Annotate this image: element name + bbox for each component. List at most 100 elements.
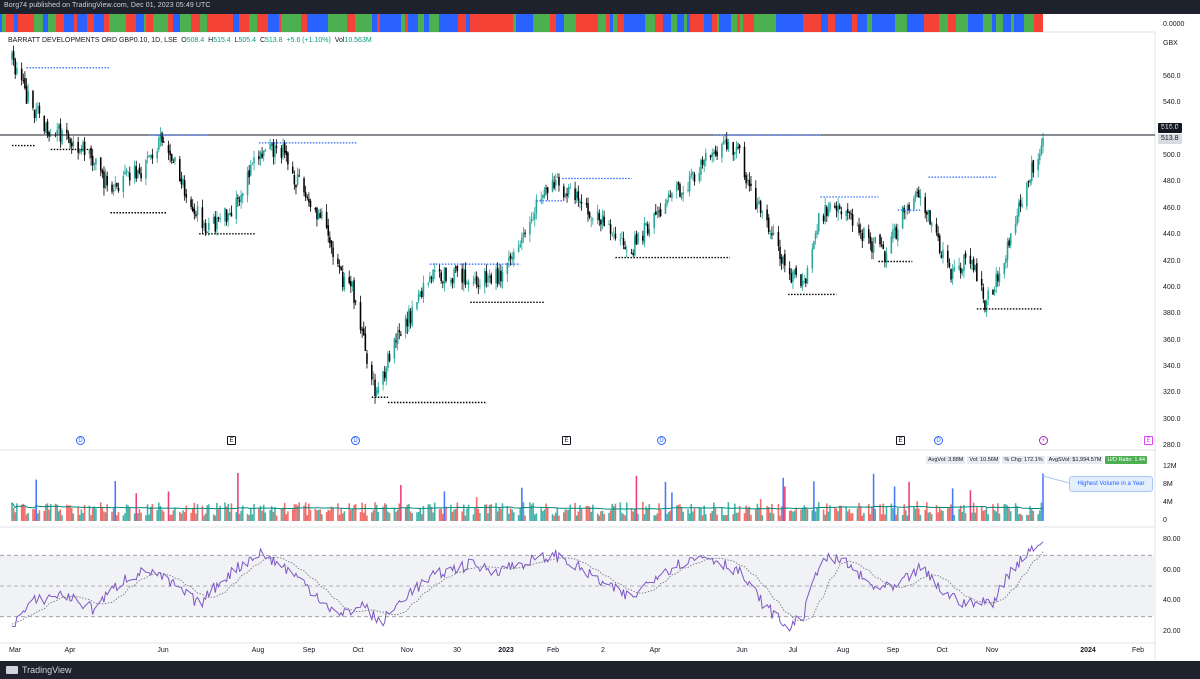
volume-bar	[858, 502, 860, 521]
candle-body	[219, 218, 221, 220]
candle-body	[840, 211, 843, 215]
volume-bar	[987, 514, 989, 521]
chg-badge: % Chg: 172.1%	[1002, 456, 1045, 464]
volume-bar	[438, 509, 441, 521]
candle-body	[590, 219, 593, 221]
candle-body	[577, 191, 580, 201]
volume-bar	[758, 507, 760, 521]
candle-body	[997, 274, 999, 282]
candle-body	[545, 188, 547, 189]
volume-bar	[475, 497, 478, 521]
candle-body	[850, 213, 852, 215]
strip-segment	[513, 14, 516, 32]
volume-bar	[317, 509, 320, 521]
earnings-marker[interactable]: E	[227, 436, 236, 445]
volume-bar	[829, 505, 831, 521]
volume-bar	[863, 512, 865, 521]
strip-segment	[191, 14, 196, 32]
strip-segment	[483, 14, 492, 32]
candle-body	[982, 287, 985, 299]
strip-segment	[917, 14, 924, 32]
candle-body	[829, 203, 831, 210]
volume-bar	[264, 512, 267, 521]
earnings-marker[interactable]: E	[1144, 436, 1153, 445]
earnings-marker[interactable]: E	[896, 436, 905, 445]
dividend-marker[interactable]: D	[351, 436, 360, 445]
volume-bar	[927, 512, 930, 521]
strip-segment	[788, 14, 793, 32]
candle-body	[287, 152, 289, 165]
strip-segment	[294, 14, 301, 32]
dividend-marker[interactable]: D	[934, 436, 943, 445]
candle-body	[421, 290, 423, 298]
time-tick-label: Aug	[251, 647, 265, 654]
candle-body	[779, 246, 781, 259]
candle-body	[745, 175, 747, 184]
volume-bar	[1014, 503, 1017, 521]
dividend-marker[interactable]: D	[76, 436, 85, 445]
candle-body	[588, 212, 591, 218]
strip-segment	[94, 14, 104, 32]
candle-body	[748, 179, 751, 187]
volume-bar	[614, 503, 617, 521]
candle-body	[182, 178, 184, 186]
candle-body	[338, 265, 341, 268]
volume-bar	[72, 513, 75, 521]
volume-bar	[495, 502, 497, 521]
volume-bar	[49, 504, 52, 521]
volume-bar	[400, 485, 402, 521]
volume-bar	[964, 513, 967, 521]
volume-bar	[38, 510, 41, 521]
candle-body	[976, 263, 978, 282]
strip-segment	[277, 14, 279, 32]
volume-bar	[90, 515, 92, 521]
candle-body	[285, 150, 288, 155]
strip-segment	[857, 14, 867, 32]
earnings-marker[interactable]: E	[562, 436, 571, 445]
candle-body	[622, 238, 625, 246]
price-tick-label: 540.0	[1163, 99, 1181, 107]
volume-bar	[884, 514, 886, 521]
candle-body	[206, 231, 209, 233]
volume-tick-label: 4M	[1163, 499, 1173, 506]
candle-body	[543, 189, 546, 198]
volume-bar	[183, 512, 186, 521]
strip-segment	[843, 14, 852, 32]
volume-bar	[782, 477, 785, 521]
candle-body	[309, 200, 312, 208]
volume-bar	[56, 504, 58, 521]
volume-bar	[677, 504, 680, 521]
volume-bar	[687, 509, 689, 521]
volume-bar	[366, 515, 368, 521]
candle-body	[169, 150, 171, 156]
price-tick-label: 560.0	[1163, 73, 1181, 80]
callout-pointer	[1042, 475, 1070, 484]
volume-bar	[208, 504, 210, 521]
published-note: Borg74 published on TradingView.com, Dec…	[4, 2, 211, 9]
candle-body	[411, 307, 413, 326]
split-marker[interactable]: ⚡	[1039, 436, 1048, 445]
volume-bar	[235, 512, 238, 521]
candle-body	[101, 170, 104, 174]
candle-body	[388, 353, 391, 362]
candle-body	[669, 195, 672, 197]
volume-bar	[871, 506, 873, 521]
volume-bar	[371, 512, 373, 521]
candle-body	[159, 134, 162, 140]
volume-bar	[282, 507, 284, 521]
volume-bar	[191, 508, 194, 521]
candle-body	[919, 196, 922, 199]
volume-bar	[942, 510, 944, 521]
volume-bar	[304, 502, 307, 521]
candle-body	[737, 147, 739, 148]
volume-bar	[690, 503, 693, 521]
strip-segment	[363, 14, 372, 32]
dividend-marker[interactable]: D	[657, 436, 666, 445]
volume-bar	[269, 509, 271, 521]
volume-bar	[1030, 509, 1033, 521]
volume-bar	[806, 509, 809, 521]
volume-bar	[362, 512, 365, 521]
volume-bar	[461, 511, 463, 521]
strip-segment	[347, 14, 355, 32]
